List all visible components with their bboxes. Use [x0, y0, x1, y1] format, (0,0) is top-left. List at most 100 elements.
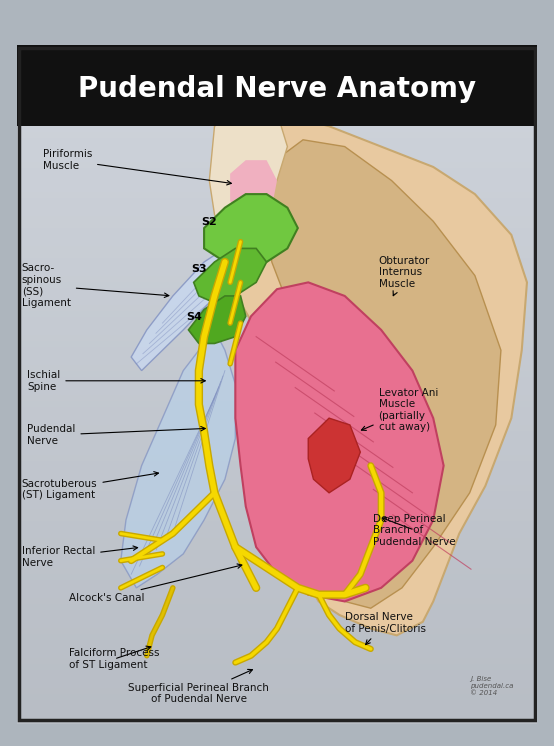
Bar	[17, 192, 537, 198]
Bar	[17, 527, 537, 533]
Bar	[17, 317, 537, 323]
Bar	[17, 228, 537, 233]
Bar	[17, 377, 537, 383]
Bar	[17, 598, 537, 604]
Text: Sacrotuberous
(ST) Ligament: Sacrotuberous (ST) Ligament	[22, 471, 158, 501]
Bar	[17, 515, 537, 521]
Text: Levator Ani
Muscle
(partially
cut away): Levator Ani Muscle (partially cut away)	[361, 388, 438, 433]
Bar	[17, 281, 537, 287]
Bar	[17, 360, 537, 366]
Bar	[17, 676, 537, 682]
Text: S4: S4	[186, 312, 202, 322]
Bar	[17, 592, 537, 598]
Text: Alcock's Canal: Alcock's Canal	[69, 564, 242, 603]
Bar	[17, 335, 537, 341]
Text: Superficial Perineal Branch
of Pudendal Nerve: Superficial Perineal Branch of Pudendal …	[129, 669, 269, 704]
Text: S2: S2	[202, 216, 217, 227]
Text: Deep Perineal
Branch of
Pudendal Nerve: Deep Perineal Branch of Pudendal Nerve	[373, 513, 456, 547]
Polygon shape	[131, 248, 235, 371]
Bar	[17, 257, 537, 263]
FancyBboxPatch shape	[17, 45, 537, 126]
Bar	[17, 245, 537, 251]
Bar	[17, 401, 537, 407]
Bar	[17, 413, 537, 419]
Bar	[17, 407, 537, 413]
Bar	[17, 383, 537, 389]
Bar	[17, 233, 537, 239]
Bar	[17, 521, 537, 527]
Bar	[17, 329, 537, 335]
Bar	[17, 706, 537, 712]
Bar	[17, 491, 537, 497]
Bar	[17, 479, 537, 485]
Bar	[17, 311, 537, 317]
Bar	[17, 467, 537, 473]
Bar	[17, 616, 537, 622]
Text: Piriformis
Muscle: Piriformis Muscle	[43, 149, 232, 185]
Text: S3: S3	[191, 264, 207, 275]
Bar	[17, 251, 537, 257]
Bar	[17, 216, 537, 222]
Bar	[17, 222, 537, 228]
Bar	[17, 718, 537, 724]
Bar	[17, 568, 537, 574]
Bar	[17, 389, 537, 395]
Bar	[17, 132, 537, 138]
Polygon shape	[204, 194, 298, 269]
Bar	[17, 366, 537, 372]
Bar	[17, 293, 537, 299]
Bar	[17, 449, 537, 455]
Text: J. Bise
pudendal.ca
© 2014: J. Bise pudendal.ca © 2014	[470, 677, 513, 697]
Bar	[17, 168, 537, 174]
Text: Sacro-
spinous
(SS)
Ligament: Sacro- spinous (SS) Ligament	[22, 263, 169, 308]
Bar	[17, 700, 537, 706]
Polygon shape	[230, 160, 277, 222]
Bar	[17, 509, 537, 515]
Bar	[17, 239, 537, 245]
Text: Inferior Rectal
Nerve: Inferior Rectal Nerve	[22, 546, 137, 568]
Bar	[17, 658, 537, 664]
Bar	[17, 150, 537, 156]
Bar	[17, 354, 537, 360]
Bar	[17, 574, 537, 580]
Bar	[17, 682, 537, 688]
Bar	[17, 269, 537, 275]
Text: Obturator
Internus
Muscle: Obturator Internus Muscle	[378, 256, 430, 295]
Bar	[17, 275, 537, 281]
Bar	[17, 126, 537, 132]
Text: Pudendal Nerve Anatomy: Pudendal Nerve Anatomy	[78, 75, 476, 103]
Polygon shape	[194, 248, 266, 303]
Bar	[17, 419, 537, 425]
Bar	[17, 323, 537, 329]
Bar	[17, 664, 537, 670]
Bar	[17, 586, 537, 592]
Bar	[17, 287, 537, 293]
Text: Falciform Process
of ST Ligament: Falciform Process of ST Ligament	[69, 646, 159, 670]
Bar	[17, 263, 537, 269]
Bar	[17, 485, 537, 491]
Polygon shape	[235, 282, 444, 601]
Bar	[17, 712, 537, 718]
Bar	[17, 634, 537, 640]
Polygon shape	[235, 113, 527, 636]
Text: Ischial
Spine: Ischial Spine	[27, 370, 206, 392]
Bar	[17, 138, 537, 144]
Bar	[17, 156, 537, 162]
Bar	[17, 503, 537, 509]
Bar	[17, 646, 537, 652]
Polygon shape	[209, 113, 288, 235]
Bar	[17, 497, 537, 503]
Bar	[17, 144, 537, 150]
Polygon shape	[188, 296, 246, 343]
Bar	[17, 174, 537, 180]
Bar	[17, 395, 537, 401]
Text: Pudendal
Nerve: Pudendal Nerve	[27, 424, 206, 446]
Bar	[17, 545, 537, 551]
Bar	[17, 557, 537, 562]
Bar	[17, 622, 537, 628]
Bar	[17, 604, 537, 610]
Bar	[17, 425, 537, 431]
Bar	[17, 204, 537, 210]
Bar	[17, 372, 537, 377]
Bar	[17, 305, 537, 311]
